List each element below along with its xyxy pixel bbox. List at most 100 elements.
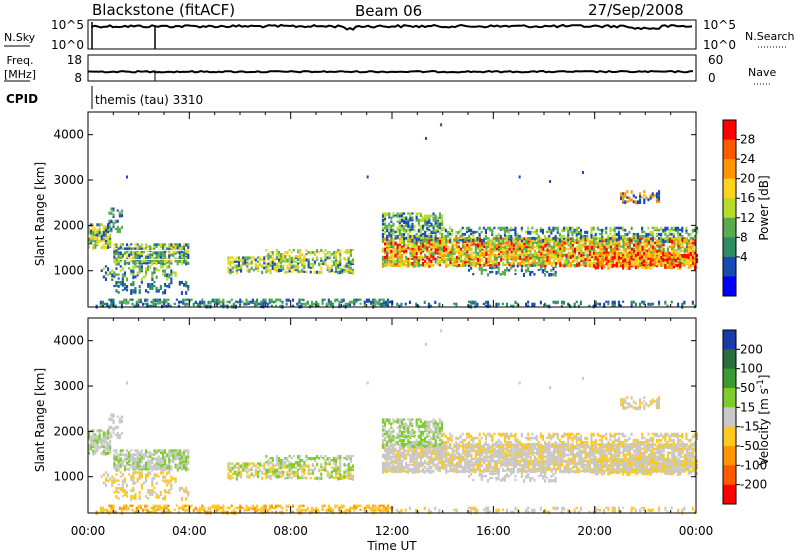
power-cell [603,239,606,243]
power-cell [650,243,653,247]
power-cell [165,304,168,308]
power-cell [154,302,157,307]
power-cell [288,268,291,273]
velocity-cell [151,465,154,468]
power-cell [609,241,613,245]
power-cell [474,247,477,251]
power-cell [145,273,148,277]
power-cell [613,256,616,259]
velocity-cell [111,481,114,486]
power-cell [525,255,528,259]
power-cell [689,236,692,240]
velocity-cell [161,510,164,515]
power-cell [595,249,598,252]
velocity-cell [177,510,181,514]
velocity-cell [240,464,243,469]
power-cell [571,251,575,255]
power-cell [466,253,469,258]
velocity-cell [154,508,157,513]
velocity-cell [121,479,124,484]
velocity-cell [232,508,235,512]
velocity-cell [237,474,241,478]
power-cell [398,239,401,243]
power-cell [632,234,635,239]
power-cell [514,226,517,230]
power-cell [692,245,695,249]
velocity-cell [157,457,160,461]
power-cell [137,298,140,303]
power-cell [432,243,435,247]
power-cell [620,234,623,238]
power-cell [386,300,390,305]
power-cell [128,257,131,260]
power-cell [489,259,492,263]
power-cell [582,234,585,238]
power-cell [400,226,404,230]
power-cell [552,255,556,259]
power-cell [508,251,511,256]
power-cell [594,266,597,270]
power-colorbar-swatch [723,256,736,277]
power-cell [601,241,604,244]
power-cell [382,302,385,307]
power-cell [117,273,120,276]
power-cell [485,263,488,267]
power-cell [153,271,156,274]
power-cell [479,263,482,267]
power-cell [574,263,577,268]
power-cell [136,245,139,249]
power-cell [88,231,91,235]
power-cell [378,300,381,304]
velocity-cell [170,475,173,480]
power-cell [159,243,162,246]
power-cell [624,236,627,240]
power-cell [675,237,678,241]
power-cell [107,225,110,229]
power-cell [153,247,156,250]
power-cell [521,251,524,255]
power-cell [687,258,690,262]
power-cell [258,302,261,306]
power-cell [510,304,513,308]
power-cell [305,249,308,252]
power-cell [351,249,355,251]
velocity-cell [117,455,120,458]
power-cell [548,237,551,241]
power-cell [593,251,596,255]
power-cell [125,298,128,301]
power-cell [476,257,480,262]
power-cell [417,220,420,225]
velocity-cell [318,457,321,460]
velocity-cell [151,483,154,487]
velocity-cell [224,510,227,514]
power-cell [335,266,338,271]
power-cell [495,237,499,241]
power-cell [112,300,115,304]
power-cell [649,262,652,266]
power-cell [521,259,524,263]
power-cell [687,253,690,257]
power-cell [579,300,583,305]
velocity-cell [299,455,302,459]
power-cell [415,212,418,216]
velocity-cell [155,495,158,499]
velocity-cell [170,449,173,453]
velocity-cell [170,467,173,471]
velocity-cell [96,447,99,452]
power-cell [617,251,621,256]
velocity-cell [130,463,133,468]
power-cell [261,270,264,275]
power-cell [292,249,295,252]
power-cell [696,230,699,235]
velocity-cell [345,468,348,471]
power-cell [398,263,401,268]
power-cell [419,226,423,231]
power-cell [633,249,636,253]
power-cell [386,212,389,217]
power-cell [489,228,492,232]
velocity-cell [322,466,325,470]
power-cell [123,251,127,255]
power-cell [381,261,385,265]
power-cell [339,253,342,257]
power-cell [632,239,635,242]
